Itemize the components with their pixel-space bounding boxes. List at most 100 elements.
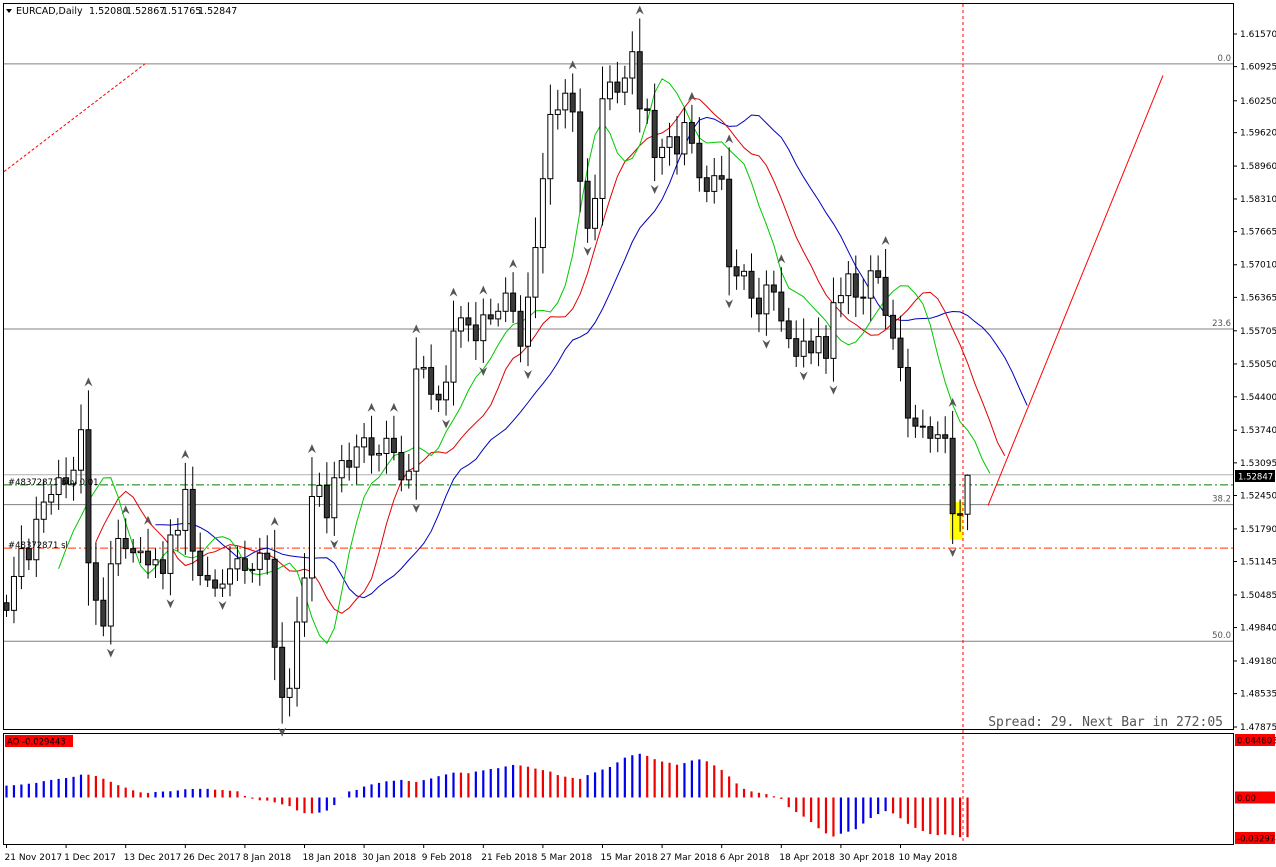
- candle: [145, 528, 152, 579]
- candle: [517, 295, 524, 363]
- candle-body-down: [428, 366, 435, 395]
- candle: [621, 65, 628, 106]
- candle-body-down: [703, 177, 710, 192]
- candle: [443, 365, 450, 416]
- candle-body-up: [681, 122, 688, 155]
- sl-order-label[interactable]: #48372871 sl: [8, 541, 68, 551]
- candle-body-down: [636, 51, 643, 110]
- candle: [115, 519, 122, 576]
- candle-body-up: [219, 583, 226, 589]
- candle-body-down: [510, 292, 517, 312]
- price-tick-label: 1.58310: [1240, 195, 1276, 205]
- time-tick-label: 30 Jan 2018: [362, 853, 416, 863]
- fractal-down-icon: [524, 370, 532, 380]
- candle: [584, 158, 591, 243]
- candle-body-up: [234, 558, 241, 570]
- candle-body-down: [465, 317, 472, 326]
- candle: [659, 138, 666, 175]
- candle-body-down: [271, 558, 278, 648]
- candle: [592, 174, 599, 241]
- candle-body-down: [241, 558, 248, 571]
- fractal-down-icon: [762, 339, 771, 349]
- price-tick-label: 1.49180: [1240, 657, 1276, 667]
- candle-body-down: [778, 291, 785, 322]
- ma-mid-line: [95, 97, 1006, 614]
- candle-body-down: [130, 548, 137, 554]
- candle-body-up: [532, 247, 539, 298]
- fractal-up-icon: [449, 287, 458, 297]
- candle: [867, 255, 874, 321]
- candle-body-up: [286, 687, 293, 698]
- fib-label: 0.0: [1217, 54, 1231, 64]
- fractal-up-icon: [479, 285, 488, 295]
- price-tag-box: [1235, 470, 1275, 482]
- candle: [599, 66, 606, 226]
- candle-body-up: [137, 550, 144, 554]
- candle: [666, 122, 673, 166]
- candle: [122, 518, 129, 559]
- fractal-down-icon: [412, 503, 421, 513]
- candle-body-down: [212, 579, 219, 589]
- candle-body-up: [316, 484, 323, 498]
- time-axis[interactable]: 21 Nov 2017 1 Dec 2017 13 Dec 2017 26 Dec 2…: [5, 844, 958, 864]
- candle: [390, 415, 397, 461]
- candle-body-up: [457, 317, 464, 332]
- candle: [510, 272, 517, 324]
- candle: [85, 390, 92, 606]
- time-tick-label: 30 Apr 2018: [839, 853, 895, 863]
- candle: [897, 315, 904, 382]
- candle-body-up: [629, 51, 636, 79]
- candle: [331, 461, 338, 536]
- candle-body-up: [361, 437, 368, 448]
- candle: [457, 305, 464, 348]
- price-axis[interactable]: 1.61570 1.60925 1.60250 1.59620 1.58960 1.583…: [1233, 30, 1276, 733]
- candle-body-up: [405, 470, 412, 481]
- candle-body-up: [815, 336, 822, 354]
- dotted-trend-line[interactable]: [3, 63, 146, 173]
- fibonacci-levels[interactable]: 0.0 23.6 38.2 50.0: [4, 54, 1233, 642]
- candle: [927, 416, 934, 453]
- price-tick-label: 1.57010: [1240, 261, 1276, 271]
- trend-lines[interactable]: [3, 4, 1164, 844]
- time-tick-label: 1 Dec 2017: [64, 853, 116, 863]
- candle-body-up: [763, 284, 770, 315]
- price-tick-label: 1.47875: [1240, 723, 1276, 733]
- candle-body-up: [10, 575, 17, 611]
- candle: [286, 668, 293, 717]
- order-lines[interactable]: [4, 484, 1233, 549]
- candle: [48, 483, 55, 515]
- ao-axis-label: 0.044803: [1237, 737, 1276, 747]
- candle-body-down: [279, 646, 286, 698]
- buy-order-label[interactable]: #48372871 buy 0.01: [8, 478, 99, 488]
- candle-body-up: [606, 81, 613, 100]
- candle-body-up: [256, 552, 263, 570]
- candle: [428, 344, 435, 410]
- fractal-down-icon: [725, 299, 734, 309]
- candle: [353, 434, 360, 485]
- candle-body-up: [592, 197, 599, 229]
- price-tick-label: 1.54400: [1240, 393, 1276, 403]
- candle: [167, 519, 174, 596]
- candle: [860, 279, 867, 315]
- symbol-dropdown-icon[interactable]: [6, 9, 12, 13]
- fractal-up-icon: [509, 259, 518, 269]
- candle: [450, 300, 457, 406]
- candle-body-down: [912, 417, 919, 427]
- candle: [383, 420, 390, 474]
- candle: [547, 84, 554, 205]
- fractal-up-icon: [121, 505, 130, 515]
- candle: [92, 542, 99, 625]
- candle-body-up: [599, 98, 606, 199]
- candle: [182, 462, 189, 555]
- candle-body-up: [174, 529, 181, 536]
- rising-trend-line[interactable]: [987, 75, 1164, 506]
- price-tick-label: 1.53095: [1240, 459, 1276, 469]
- candle-body-down: [823, 336, 829, 359]
- candle-body-down: [92, 562, 99, 601]
- candle-body-up: [800, 340, 807, 357]
- ao-histogram: [5, 753, 969, 838]
- ao-axis-tag: [1235, 832, 1275, 844]
- price-tick-label: 1.55050: [1240, 360, 1276, 370]
- fractal-up-icon: [635, 5, 644, 15]
